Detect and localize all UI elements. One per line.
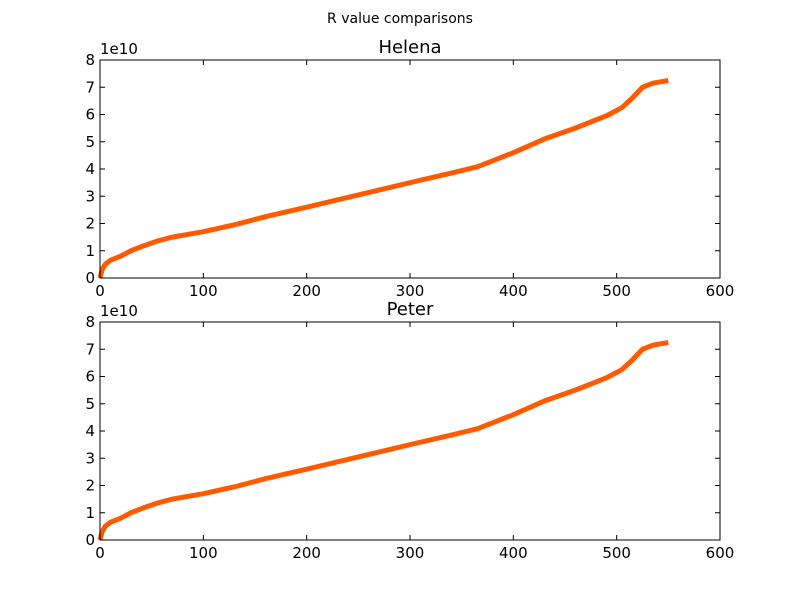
- y-tick-label: 0: [85, 269, 95, 287]
- x-tick-label: 100: [189, 544, 218, 562]
- x-tick-label: 600: [706, 544, 735, 562]
- y-tick-label: 8: [85, 313, 95, 331]
- y-tick-label: 4: [85, 422, 95, 440]
- y-tick-label: 5: [85, 133, 95, 151]
- y-tick-label: 1: [85, 242, 95, 260]
- subplot-title: Helena: [378, 37, 441, 58]
- series-line: [97, 339, 669, 541]
- x-tick-label: 300: [396, 282, 425, 300]
- y-tick-label: 4: [85, 160, 95, 178]
- axes-frame: [99, 59, 721, 279]
- series-line: [97, 77, 669, 279]
- y-tick-label: 1: [85, 504, 95, 522]
- y-tick-label: 6: [85, 368, 95, 386]
- x-tick-label: 400: [499, 282, 528, 300]
- y-tick-label: 3: [85, 187, 95, 205]
- x-tick-label: 0: [95, 282, 105, 300]
- y-tick-label: 8: [85, 51, 95, 69]
- x-tick-label: 300: [396, 544, 425, 562]
- x-tick-label: 400: [499, 544, 528, 562]
- y-tick-label: 6: [85, 106, 95, 124]
- x-tick-label: 200: [292, 282, 321, 300]
- y-tick-label: 7: [85, 340, 95, 358]
- x-tick-label: 100: [189, 282, 218, 300]
- subplot-peter: Peter 1e10 0 100 200 300 400 500 600 0 1 2 3 4 5 6 7 8: [85, 299, 734, 562]
- figure-suptitle: R value comparisons: [327, 11, 473, 27]
- y-tick-label: 2: [85, 215, 95, 233]
- subplot-title: Peter: [387, 299, 434, 320]
- y-offset-label: 1e10: [100, 302, 138, 320]
- y-tick-label: 0: [85, 531, 95, 549]
- subplot-helena: Helena 1e10 0 100 200 300 400 500 600 0 1 2 3 4 5 6 7 8: [85, 37, 734, 300]
- x-tick-label: 600: [706, 282, 735, 300]
- x-tick-label: 200: [292, 544, 321, 562]
- x-tick-label: 500: [602, 544, 631, 562]
- x-tick-label: 500: [602, 282, 631, 300]
- axes-frame: [99, 321, 721, 541]
- x-tick-label: 0: [95, 544, 105, 562]
- y-tick-label: 3: [85, 449, 95, 467]
- y-tick-label: 2: [85, 477, 95, 495]
- y-tick-label: 5: [85, 395, 95, 413]
- y-offset-label: 1e10: [100, 40, 138, 58]
- y-tick-label: 7: [85, 78, 95, 96]
